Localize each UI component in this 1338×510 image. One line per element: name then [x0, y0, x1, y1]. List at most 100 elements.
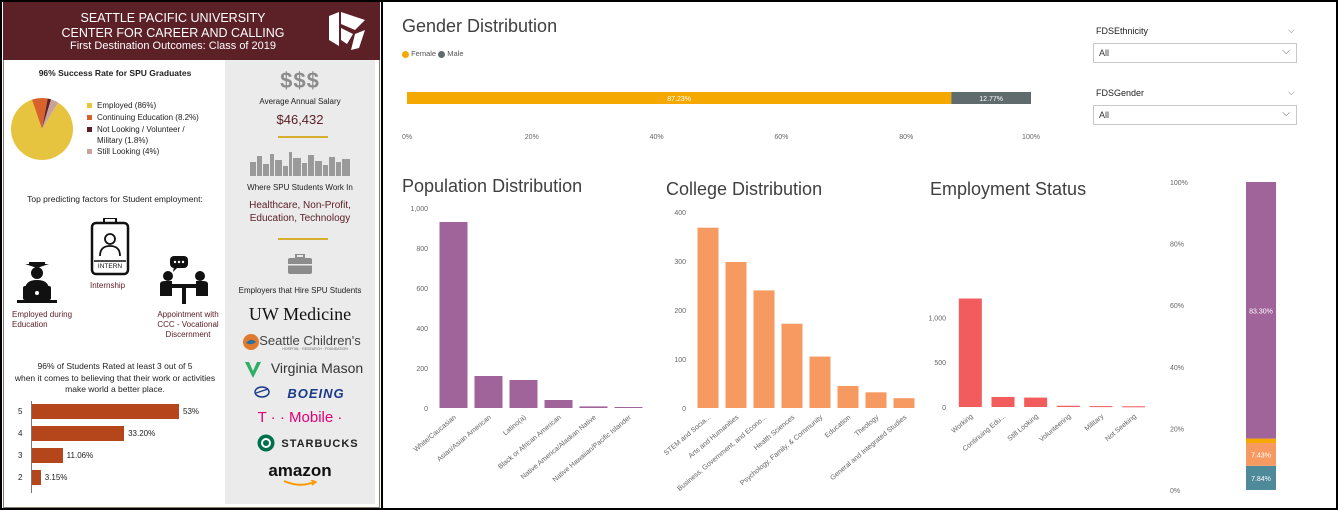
bar[interactable]	[474, 376, 503, 408]
bar[interactable]	[579, 406, 608, 408]
x-tick: STEM and Socia...	[664, 414, 712, 457]
rated-bar	[32, 404, 179, 419]
stack-segment[interactable]	[1246, 182, 1276, 439]
y-tick: 300	[674, 259, 686, 266]
bar[interactable]	[1024, 397, 1048, 407]
population-bar-chart[interactable]: 02004006008001,000White/CaucasianAsian/A…	[400, 200, 660, 505]
boeing-logo: BOEING	[287, 386, 345, 401]
gender-x-tick: 80%	[899, 134, 913, 141]
gender-bar-segment[interactable]	[407, 92, 952, 104]
college-chart-title: College Distribution	[666, 179, 823, 199]
bar[interactable]	[725, 261, 747, 408]
header-center: CENTER FOR CAREER AND CALLING	[61, 26, 285, 40]
success-pie-chart	[10, 98, 73, 160]
bar[interactable]	[614, 407, 643, 408]
bar[interactable]	[893, 398, 915, 408]
pie-slice	[42, 98, 52, 129]
legend-male-dot	[438, 50, 446, 58]
bar[interactable]	[1056, 405, 1080, 407]
bar[interactable]	[1122, 406, 1146, 408]
bar[interactable]	[865, 392, 887, 408]
y-tick: 80%	[1170, 242, 1184, 249]
bar[interactable]	[544, 400, 573, 408]
bar[interactable]	[958, 298, 982, 407]
x-tick: Latino(a)	[502, 414, 528, 437]
dropdown-chevron-icon[interactable]: ⌵	[1282, 46, 1290, 57]
stack-segment[interactable]	[1246, 438, 1276, 443]
x-tick: Theology	[854, 414, 881, 438]
stack-segment[interactable]	[1246, 465, 1276, 490]
virginia-mason-v-icon	[245, 362, 261, 378]
rated-bar	[32, 448, 63, 463]
stack-segment[interactable]	[1246, 442, 1276, 466]
gender-slicer-value: All	[1099, 110, 1110, 120]
y-tick: 0	[682, 406, 686, 413]
y-tick: 20%	[1170, 426, 1184, 433]
bar[interactable]	[697, 227, 719, 408]
chevron-down-icon[interactable]: ⌵	[1288, 87, 1295, 97]
stacked-percent-chart[interactable]: 0% 20% 40% 60% 80% 100% 7.84% 7.43% 83.30%	[1160, 172, 1310, 502]
dropdown-chevron-icon[interactable]: ⌵	[1282, 108, 1290, 119]
legend-female-label: Female	[411, 49, 437, 58]
y-tick: 60%	[1170, 303, 1184, 310]
infographic-right-column	[225, 60, 375, 504]
infographic-header: SEATTLE PACIFIC UNIVERSITY CENTER FOR CA…	[3, 2, 380, 60]
factors-title: Top predicting factors for Student emplo…	[27, 194, 203, 204]
legend-text: Still Looking (4%)	[97, 147, 160, 156]
work-sectors-1: Healthcare, Non-Profit,	[249, 200, 351, 211]
gender-x-tick: 60%	[774, 134, 788, 141]
pie-slice	[42, 99, 59, 129]
x-tick: Volunteering	[1038, 413, 1072, 443]
college-bar-chart[interactable]: 0 100 200 300 400 STEM and Socia...Arts and H…	[664, 200, 926, 505]
bar[interactable]	[753, 290, 775, 408]
starbucks-logo: STARBUCKS	[281, 438, 359, 450]
employers-label: Employers that Hire SPU Students	[238, 286, 362, 295]
gender-bar-segment[interactable]	[951, 92, 1031, 104]
x-tick: Still Looking	[1007, 413, 1040, 443]
chevron-down-icon[interactable]: ⌵	[1288, 25, 1295, 35]
gender-bar-chart[interactable]: 87.23% 12.77% 0% 20% 40% 60% 80% 100%	[400, 80, 1050, 150]
x-tick: Education	[824, 414, 852, 439]
legend-male-label: Male	[447, 49, 464, 58]
bar[interactable]	[991, 396, 1015, 407]
gender-slicer-dropdown[interactable]: All ⌵	[1093, 105, 1297, 125]
gender-x-tick: 20%	[525, 134, 539, 141]
appointment-meeting-icon	[160, 256, 208, 304]
x-tick: Not Seeking	[1104, 413, 1138, 443]
bar[interactable]	[439, 222, 468, 408]
pie-slice	[10, 99, 73, 160]
population-chart-title: Population Distribution	[402, 176, 583, 196]
ethnicity-slicer-value: All	[1099, 48, 1110, 58]
employed-during-label: Employed during	[12, 310, 73, 319]
avg-salary-value: $46,432	[276, 112, 324, 127]
appointment-label-1: Appointment with	[157, 310, 219, 319]
legend-swatch	[87, 115, 92, 121]
rated-bar-key: 3	[18, 451, 23, 460]
y-tick: 400	[674, 210, 686, 217]
bar[interactable]	[837, 385, 859, 408]
rated-line-1: 96% of Students Rated at least 3 out of …	[37, 361, 193, 371]
infographic-border	[3, 60, 380, 508]
bar[interactable]	[781, 323, 803, 408]
ethnicity-slicer-label: FDSEthnicity	[1096, 26, 1149, 36]
starbucks-siren-icon	[257, 434, 275, 452]
rated-bar-label: 3.15%	[44, 473, 68, 482]
y-tick: 100%	[1170, 180, 1188, 187]
rated-line-3: make world a better place.	[65, 384, 165, 394]
legend-text: Not Looking / Volunteer /	[97, 125, 185, 134]
rated-axis	[31, 401, 32, 493]
x-tick: Black or African American	[497, 414, 563, 471]
x-tick: Native America/Alaskan Native	[520, 414, 598, 481]
bar[interactable]	[509, 380, 538, 408]
rated-bar-key: 5	[18, 407, 23, 416]
ethnicity-slicer-dropdown[interactable]: All ⌵	[1093, 43, 1297, 63]
avg-salary-label: Average Annual Salary	[259, 97, 341, 106]
rated-line-2: when it comes to believing that their wo…	[14, 373, 216, 383]
legend-swatch	[87, 149, 92, 155]
bar[interactable]	[809, 356, 831, 408]
header-university: SEATTLE PACIFIC UNIVERSITY	[80, 11, 266, 25]
bar[interactable]	[1089, 406, 1113, 408]
appointment-label-2: CCC - Vocational	[157, 320, 219, 329]
employment-chart-title: Employment Status	[930, 179, 1087, 199]
